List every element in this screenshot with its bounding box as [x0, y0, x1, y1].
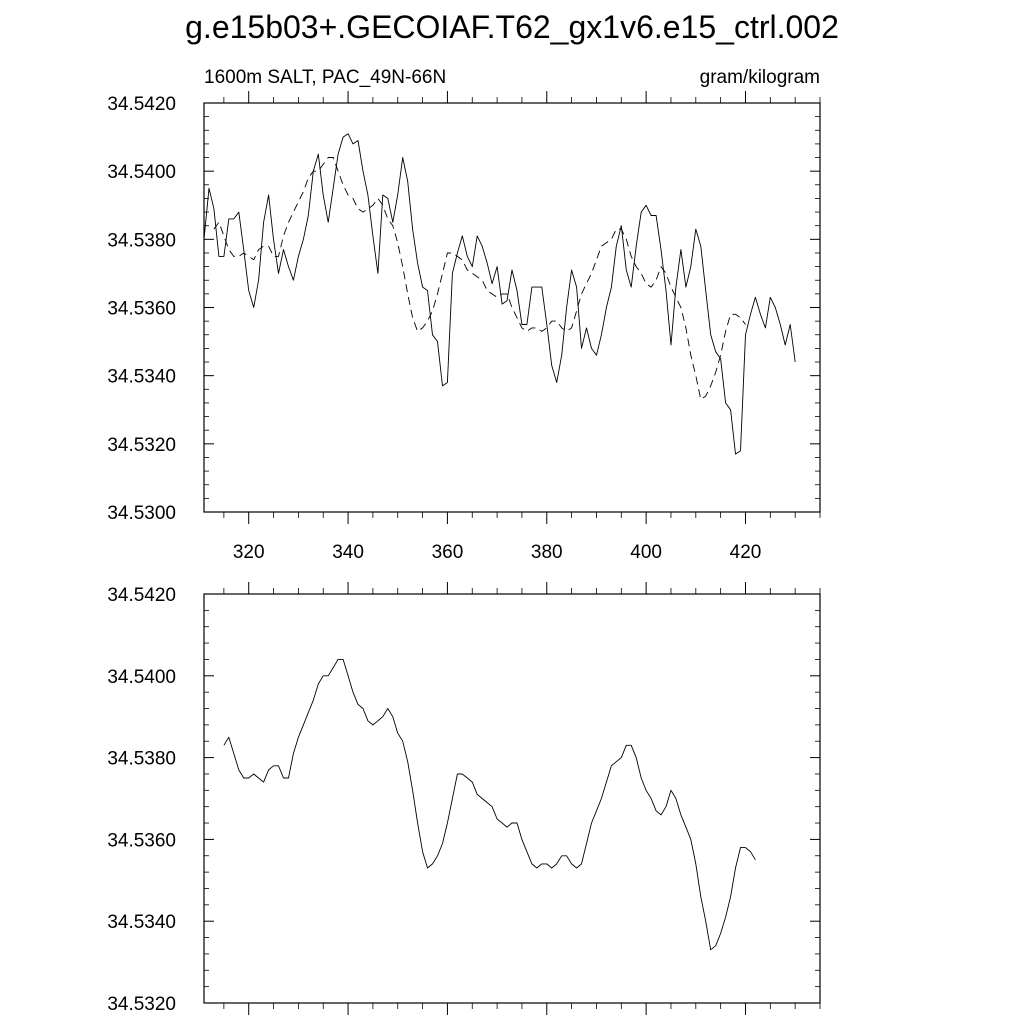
plot-frame: [203, 102, 821, 513]
y-tick-label: 34.5340: [107, 367, 176, 388]
x-tick-label: 380: [531, 542, 563, 563]
y-tick-label: 34.5420: [107, 585, 176, 606]
figure-title: g.e15b03+.GECOIAF.T62_gx1v6.e15_ctrl.002: [185, 9, 839, 45]
x-tick-label: 320: [233, 542, 265, 563]
smoothed-series-line: [213, 157, 746, 400]
bottom-panel: 34.5320 34.5340 34.5360 34.5380 34.5400 34.54…: [107, 582, 821, 1015]
y-tick-label: 34.5380: [107, 230, 176, 251]
y-tick-label: 34.5400: [107, 667, 176, 688]
salinity-series-line: [223, 658, 756, 951]
y-tick-label: 34.5320: [107, 994, 176, 1015]
y-tick-label: 34.5420: [107, 94, 176, 115]
y-tick-label: 34.5380: [107, 749, 176, 770]
top-panel: 34.5300 34.5320 34.5340 34.5360 34.5380 34.54…: [107, 91, 821, 563]
y-tick-label: 34.5360: [107, 299, 176, 320]
y-tick-label: 34.5360: [107, 830, 176, 851]
y-tick-label: 34.5400: [107, 162, 176, 183]
x-tick-label: 340: [332, 542, 364, 563]
top-panel-right-label: gram/kilogram: [700, 67, 820, 88]
x-tick-label: 420: [730, 542, 762, 563]
y-tick-label: 34.5340: [107, 912, 176, 933]
x-tick-label: 400: [630, 542, 662, 563]
y-tick-label: 34.5320: [107, 435, 176, 456]
salinity-series-line: [203, 133, 796, 455]
x-tick-label: 360: [432, 542, 464, 563]
plot-frame: [203, 593, 821, 1004]
top-panel-left-label: 1600m SALT, PAC_49N-66N: [204, 67, 446, 88]
y-tick-label: 34.5300: [107, 503, 176, 524]
